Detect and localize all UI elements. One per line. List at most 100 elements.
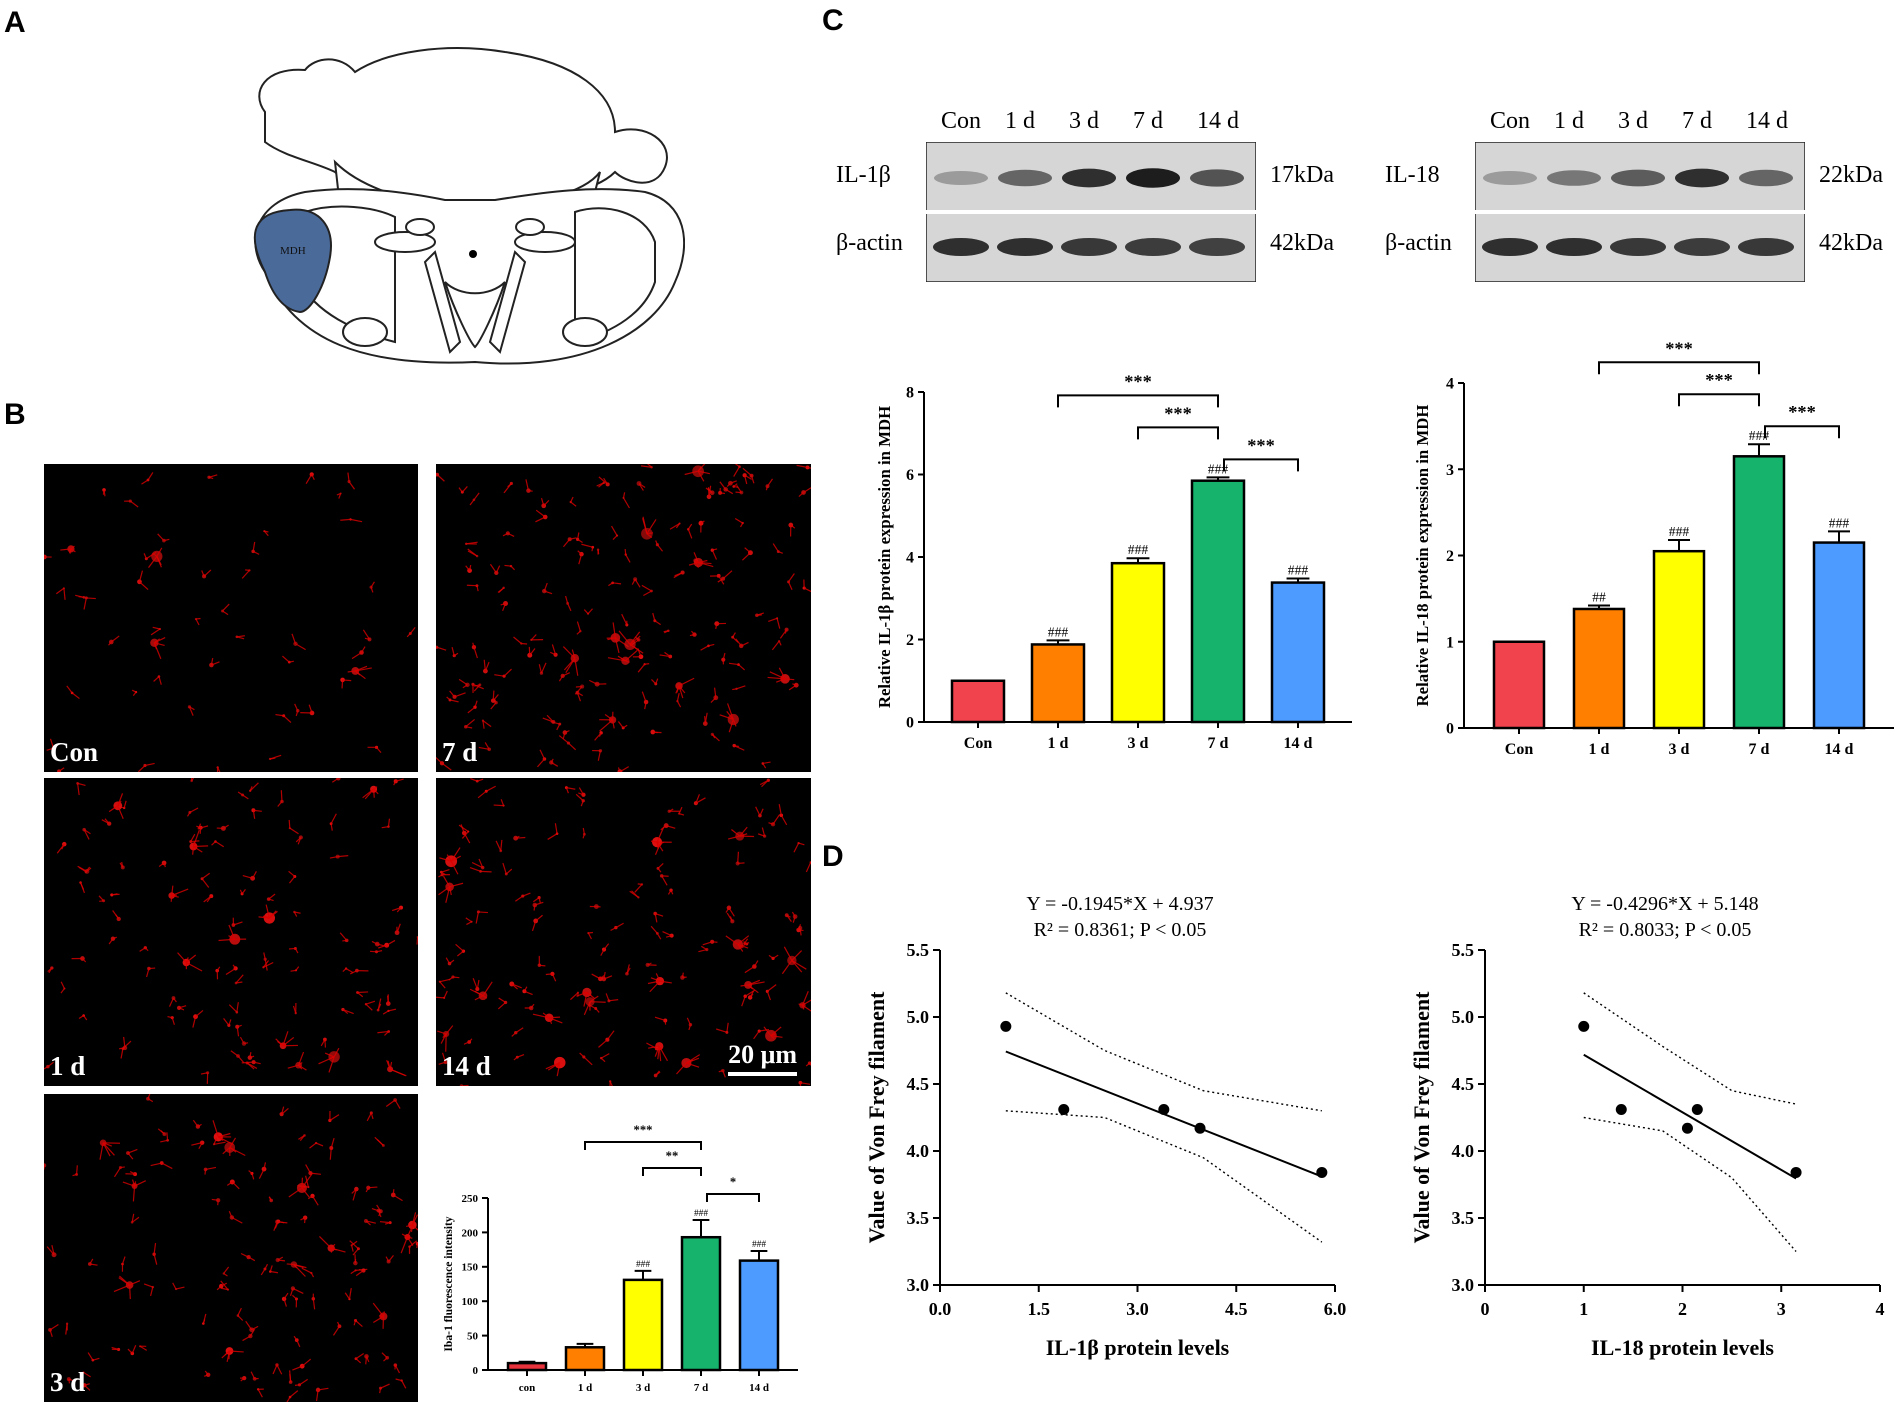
x-tick-label: con <box>519 1382 536 1394</box>
y-tick-label: 5.0 <box>1452 1007 1475 1027</box>
regression-stats: R² = 0.8033; P < 0.05 <box>1579 919 1752 941</box>
regression-equation: Y = -0.4296*X + 5.148 <box>1571 893 1758 915</box>
y-tick-label: 4 <box>906 550 914 567</box>
x-tick-label: 7 d <box>1749 741 1770 758</box>
blot-membrane <box>926 142 1256 282</box>
y-tick-label: 3.0 <box>1452 1275 1475 1295</box>
lane-label: 3 d <box>1069 108 1099 135</box>
lane-label: 1 d <box>1554 108 1584 135</box>
data-point <box>1578 1021 1589 1032</box>
y-axis-label: Relative IL-1β protein expression in MDH <box>875 406 894 708</box>
significance-mark: ### <box>752 1240 766 1250</box>
significance-mark: ### <box>1208 461 1229 476</box>
target-band <box>1190 169 1244 186</box>
x-tick-label: 3 d <box>1669 741 1690 758</box>
control-band <box>1482 238 1538 256</box>
target-band <box>1062 169 1116 188</box>
micrograph-1d: 1 d <box>44 778 418 1086</box>
x-tick-label: 1 d <box>1589 741 1610 758</box>
control-band <box>1189 238 1245 256</box>
bar <box>1112 563 1164 722</box>
control-band <box>997 238 1053 256</box>
x-axis-label: IL-1β protein levels <box>1046 1335 1230 1360</box>
x-axis-label: IL-18 protein levels <box>1591 1335 1774 1360</box>
bar <box>952 681 1004 722</box>
bar <box>508 1363 546 1370</box>
lane-label: 1 d <box>1005 108 1035 135</box>
scale-bar: 20 μm <box>728 1040 797 1076</box>
data-point <box>1791 1167 1802 1178</box>
bar <box>566 1347 604 1370</box>
bar <box>1192 481 1244 722</box>
confidence-band-lower <box>1006 1111 1322 1242</box>
y-tick-label: 3 <box>1446 462 1454 479</box>
x-tick-label: 14 d <box>1284 735 1313 752</box>
micrograph-label: 7 d <box>442 737 477 768</box>
target-kda-label: 22kDa <box>1819 162 1883 189</box>
bar <box>1654 551 1704 728</box>
y-tick-label: 6 <box>906 467 914 484</box>
y-tick-label: 0 <box>473 1365 479 1377</box>
control-band <box>1061 238 1117 256</box>
significance-bracket <box>1599 362 1759 374</box>
bar <box>1032 644 1084 722</box>
target-band <box>998 170 1052 186</box>
x-tick-label: 3 d <box>1128 735 1149 752</box>
y-tick-label: 3.5 <box>907 1208 930 1228</box>
data-point <box>1195 1123 1206 1134</box>
micrograph-7d: 7 d <box>436 464 811 772</box>
x-tick-label: 0.0 <box>929 1299 952 1319</box>
lane-label: 14 d <box>1197 108 1239 135</box>
bracket-label: *** <box>634 1123 653 1137</box>
y-tick-label: 4.0 <box>1452 1141 1475 1161</box>
panel-label-d: D <box>822 840 844 874</box>
x-tick-label: 3.0 <box>1126 1299 1149 1319</box>
x-tick-label: 1 <box>1579 1299 1588 1319</box>
data-point <box>1682 1123 1693 1134</box>
bracket-label: *** <box>1164 403 1192 423</box>
lane-label: 14 d <box>1746 108 1788 135</box>
x-tick-label: 4.5 <box>1225 1299 1248 1319</box>
microglia-cells <box>44 464 418 772</box>
significance-bracket <box>643 1168 701 1176</box>
panel-label-a: A <box>4 6 26 40</box>
bar <box>624 1280 662 1370</box>
significance-mark: ### <box>636 1260 650 1270</box>
bar <box>1272 583 1324 722</box>
y-tick-label: 8 <box>906 385 914 402</box>
target-band <box>1675 169 1729 188</box>
control-band <box>1546 238 1602 256</box>
x-tick-label: 7 d <box>694 1382 708 1394</box>
y-axis-label: Value of Von Frey filament <box>1409 991 1434 1243</box>
significance-bracket <box>1679 394 1759 406</box>
y-tick-label: 4.5 <box>907 1074 930 1094</box>
loading-control-label: β-actin <box>836 230 903 257</box>
target-band <box>1126 168 1180 188</box>
y-tick-label: 5.5 <box>907 940 930 960</box>
bar <box>1494 642 1544 728</box>
y-tick-label: 200 <box>462 1227 479 1239</box>
control-kda-label: 42kDa <box>1819 230 1883 257</box>
il1b-correlation-plot: Y = -0.1945*X + 4.937 R² = 0.8361; P < 0.… <box>860 880 1360 1390</box>
control-band <box>1610 238 1666 256</box>
regression-equation: Y = -0.1945*X + 4.937 <box>1026 893 1213 915</box>
y-tick-label: 3.0 <box>907 1275 930 1295</box>
y-tick-label: 4.5 <box>1452 1074 1475 1094</box>
control-band <box>1738 238 1794 256</box>
y-tick-label: 0 <box>1446 721 1454 738</box>
bracket-label: *** <box>1665 340 1693 358</box>
y-tick-label: 3.5 <box>1452 1208 1475 1228</box>
regression-stats: R² = 0.8361; P < 0.05 <box>1034 919 1207 941</box>
x-tick-label: 1 d <box>578 1382 592 1394</box>
x-tick-label: 7 d <box>1208 735 1229 752</box>
bracket-label: *** <box>1247 435 1275 455</box>
target-band <box>1483 171 1537 185</box>
target-protein-label: IL-18 <box>1385 162 1440 189</box>
bracket-label: *** <box>1788 402 1816 422</box>
y-tick-label: 2 <box>906 632 914 649</box>
confidence-band-upper <box>1584 993 1796 1104</box>
x-tick-label: 1 d <box>1048 735 1069 752</box>
blot-membrane <box>1475 142 1805 282</box>
